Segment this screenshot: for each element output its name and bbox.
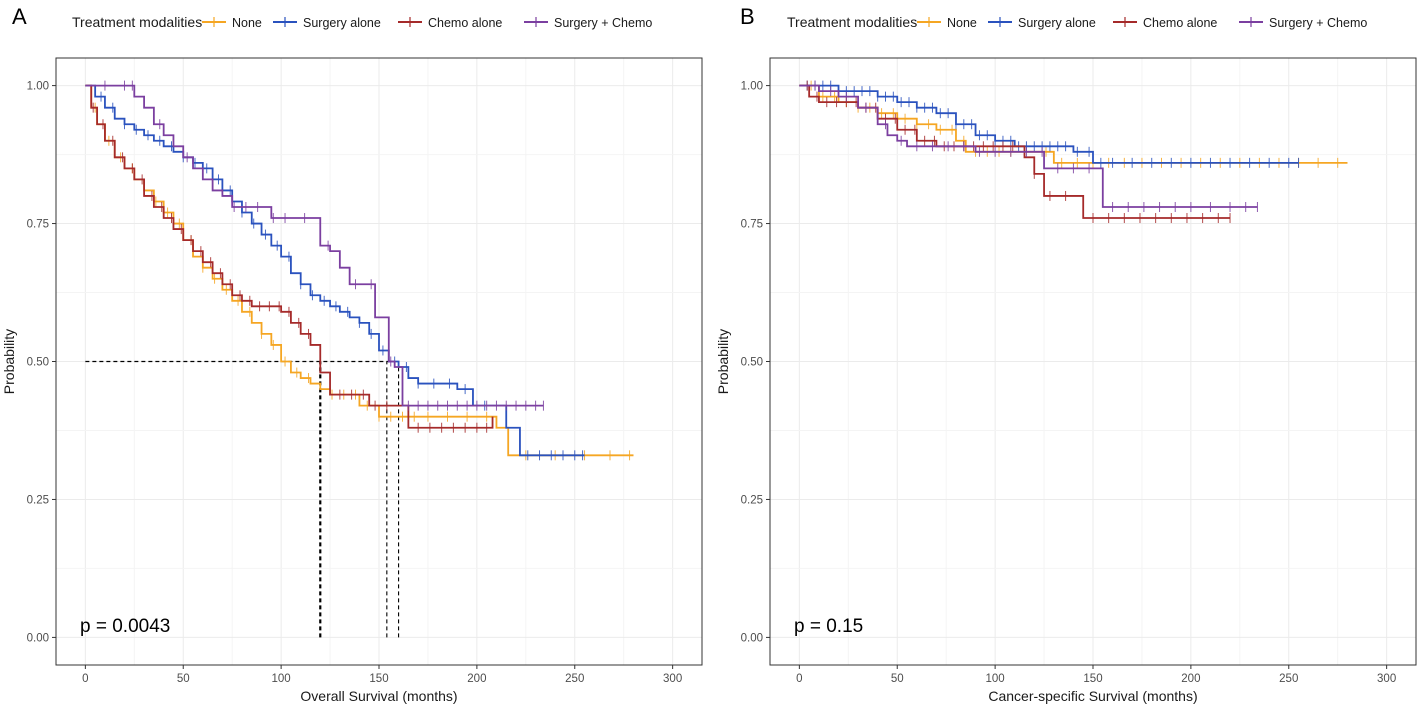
legend-label: None [947,16,977,30]
panel-label: A [12,4,27,29]
y-tick-label: 1.00 [27,81,49,93]
legend-item-none: None [917,16,977,30]
legend-label: Surgery alone [1018,16,1096,30]
panel-cancer-specific-survival: B Treatment modalities None Surgery alone Ch… [715,4,1417,704]
legend-item-chemo-alone: Chemo alone [398,16,502,30]
legend-item-surgery-alone: Surgery alone [273,16,381,30]
survival-curve [85,84,494,429]
legend-item-surgery-chemo: Surgery + Chemo [524,16,652,30]
series-surgery-chemo [799,80,1258,212]
legend-label: Chemo alone [1143,16,1217,30]
legend-label: Surgery + Chemo [554,16,652,30]
legend-label: None [232,16,262,30]
x-tick-label: 300 [663,673,682,685]
y-tick-label: 0.50 [741,357,763,369]
x-tick-label: 200 [467,673,486,685]
series-surgery-chemo [85,80,544,411]
y-tick-label: 1.00 [741,81,763,93]
x-tick-label: 250 [1279,673,1298,685]
x-tick-label: 150 [1083,673,1102,685]
legend-label: Surgery + Chemo [1269,16,1367,30]
x-tick-label: 0 [796,673,802,685]
survival-curve [799,84,1299,164]
survival-curve [85,84,634,457]
grid [770,58,1416,665]
x-tick-label: 200 [1181,673,1200,685]
x-tick-label: 50 [177,673,190,685]
x-tick-label: 300 [1377,673,1396,685]
x-tick-label: 100 [986,673,1005,685]
y-tick-label: 0.75 [27,219,49,231]
legend-item-surgery-chemo: Surgery + Chemo [1239,16,1367,30]
survival-curve [799,84,1231,219]
legend-label: Chemo alone [428,16,502,30]
y-axis-title: Probability [1,329,17,394]
legend-item-surgery-alone: Surgery alone [988,16,1096,30]
legend-title: Treatment modalities [72,14,202,30]
x-tick-label: 100 [272,673,291,685]
y-tick-label: 0.50 [27,357,49,369]
y-tick-label: 0.00 [741,632,763,644]
y-tick-label: 0.00 [27,632,49,644]
y-tick-label: 0.75 [741,219,763,231]
legend-item-chemo-alone: Chemo alone [1113,16,1217,30]
x-tick-label: 0 [82,673,88,685]
panel-label: B [740,4,755,29]
grid [56,58,702,665]
series-none [85,84,634,461]
x-tick-label: 150 [369,673,388,685]
series-chemo-alone [799,80,1231,224]
x-axis-title: Cancer-specific Survival (months) [988,688,1197,704]
y-tick-label: 0.25 [27,494,49,506]
survival-curve [85,84,544,407]
series-surgery-alone [85,84,585,461]
x-tick-label: 50 [891,673,904,685]
series-chemo-alone [85,84,494,433]
p-value-annotation: p = 0.15 [794,616,863,637]
y-tick-label: 0.25 [741,494,763,506]
x-tick-label: 250 [565,673,584,685]
legend-item-none: None [202,16,262,30]
legend-label: Surgery alone [303,16,381,30]
y-axis-title: Probability [715,329,731,394]
x-axis-title: Overall Survival (months) [300,688,457,704]
p-value-annotation: p = 0.0043 [80,616,170,637]
panel-overall-survival: A Treatment modalities None Surgery alone Ch… [1,4,703,704]
survival-curve [799,84,1258,208]
legend-title: Treatment modalities [787,14,917,30]
